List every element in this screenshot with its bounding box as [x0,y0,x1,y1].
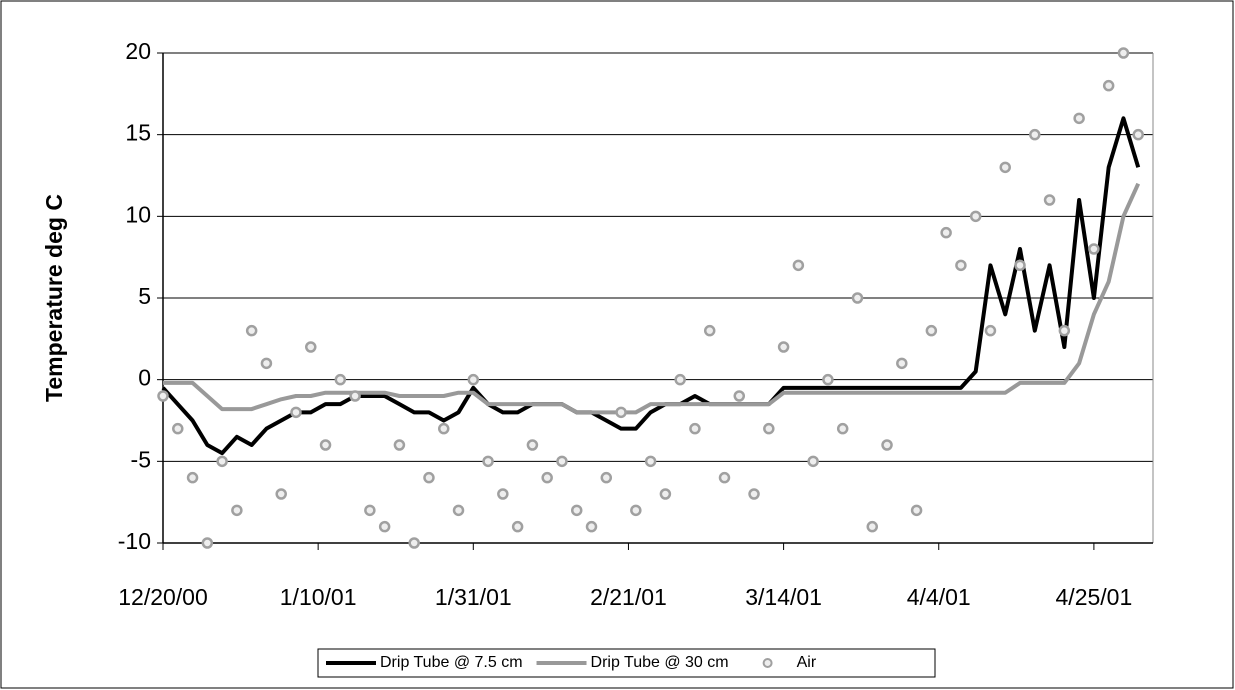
scatter-point [1088,243,1100,255]
series-line [163,182,1141,415]
scatter-point [245,324,258,337]
scatter-point [201,537,214,549]
scatter-point [231,504,243,517]
legend-swatch [762,658,773,668]
scatter-point [896,357,908,370]
scatter-point [777,341,790,353]
y-tick-label: 20 [125,38,151,64]
scatter-point [703,324,716,337]
x-tick-label: 2/21/01 [590,584,667,610]
scatter-point [437,422,450,435]
x-tick-label: 1/31/01 [435,584,512,610]
scatter-point [689,422,701,435]
legend-label: Air [797,654,817,671]
scatter-point [1102,79,1115,92]
scatter-point [157,390,169,402]
scatter-point [570,504,583,517]
scatter-point [866,520,879,533]
legend-label: Drip Tube @ 30 cm [591,654,729,671]
scatter-point [999,161,1011,174]
scatter-point [497,488,509,500]
scatter-point [172,422,184,435]
scatter-point [290,406,302,419]
scatter-point [526,439,539,451]
scatter-point [408,537,420,549]
scatter-point [969,210,982,223]
scatter-point [467,373,480,386]
scatter-point [364,504,376,517]
series-line [161,116,1141,456]
y-tick-label: 0 [138,365,151,391]
scatter-point [792,259,805,272]
scatter-point [482,455,494,468]
scatter-point [275,488,287,500]
scatter-point [851,292,864,304]
scatter-point [733,390,746,402]
scatter-point [659,488,672,500]
scatter-point [822,373,834,386]
y-tick-label: 5 [138,283,151,309]
y-tick-label: -5 [131,446,151,472]
y-tick-label: -10 [118,528,151,554]
scatter-point [585,520,598,533]
scatter-point [630,504,642,517]
scatter-point [511,520,524,533]
scatter-point [1117,47,1130,59]
scatter-point [1029,128,1041,141]
scatter-point [1014,259,1026,272]
y-axis-label: Temperature deg C [41,194,67,402]
scatter-point [541,471,553,484]
scatter-point [1043,194,1056,206]
scatter-point [319,439,332,451]
x-tick-label: 1/10/01 [280,584,357,610]
scatter-point [615,406,627,419]
legend: Drip Tube @ 7.5 cm Drip Tube @ 30 cm Air [317,648,936,678]
x-tick-label: 3/14/01 [745,584,822,610]
scatter-point [807,455,819,468]
scatter-point [305,341,317,353]
scatter-point [216,455,228,468]
scatter-point [836,422,849,435]
scatter-point [748,488,760,500]
scatter-point [881,439,893,451]
y-tick-label: 10 [125,201,151,227]
scatter-point [378,520,391,533]
scatter-point [910,504,923,517]
scatter-point [763,422,775,435]
scatter-point [452,504,465,517]
scatter-point [600,471,613,484]
scatter-point [984,324,997,337]
scatter-point [718,471,731,484]
legend-label: Drip Tube @ 7.5 cm [380,654,523,671]
scatter-point [393,439,406,451]
legend-frame [317,648,936,678]
scatter-point [674,373,686,386]
scatter-point [349,390,361,402]
scatter-point [423,471,435,484]
scatter-point [260,357,273,370]
scatter-point [1058,324,1071,337]
x-tick-label: 4/25/01 [1056,584,1133,610]
scatter-point [955,259,967,272]
scatter-point [1132,128,1144,141]
x-tick-label: 12/20/00 [118,584,208,610]
scatter-point [556,455,568,468]
scatter-point [644,455,657,468]
scatter-point [940,226,952,239]
x-tick-label: 4/4/01 [907,584,971,610]
scatter-point [334,373,347,386]
y-tick-label: 15 [125,120,151,146]
scatter-point [186,471,199,484]
scatter-point [1073,112,1085,125]
scatter-point [925,324,938,337]
